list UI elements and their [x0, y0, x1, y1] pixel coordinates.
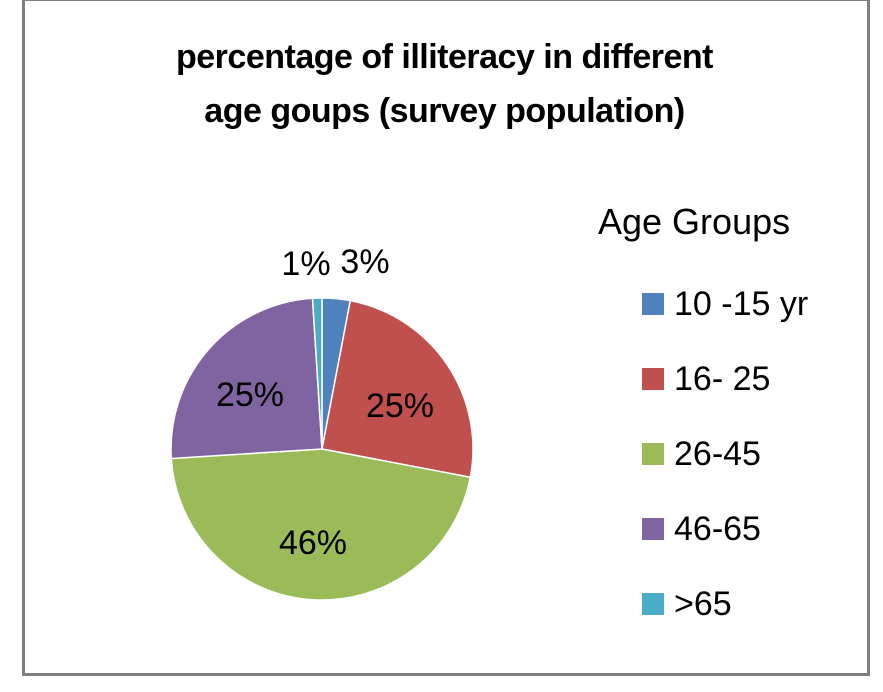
- pie-slices: [170, 297, 474, 601]
- pie-slice-2: [170, 448, 472, 601]
- legend-item-16-25: 16- 25: [642, 341, 808, 416]
- pie-slice-4: [311, 297, 323, 450]
- legend-label: >65: [674, 584, 732, 623]
- legend-swatch: [642, 517, 664, 540]
- chart-title: percentage of illiteracy in different ag…: [0, 30, 883, 138]
- legend-swatch: [642, 292, 664, 315]
- pie-slice-3: [170, 297, 323, 460]
- legend-swatch: [642, 442, 664, 465]
- legend-item-46-65: 46-65: [642, 491, 808, 566]
- pie-data-label-4: 1%: [281, 245, 330, 283]
- legend-item-over-65: >65: [642, 566, 808, 641]
- legend-swatch: [642, 367, 664, 390]
- legend-label: 16- 25: [674, 359, 771, 398]
- pie-data-label-0: 3%: [340, 243, 389, 281]
- chart-title-line-1: percentage of illiteracy in different: [176, 38, 713, 76]
- chart-title-line-2: age goups (survey population): [204, 92, 685, 130]
- chart-frame: [22, 0, 870, 676]
- legend: Age Groups 10 -15 yr 16- 25 26-45 46-65 …: [598, 196, 808, 641]
- legend-swatch: [642, 592, 664, 615]
- legend-label: 10 -15 yr: [674, 284, 809, 323]
- pie-data-label-2: 46%: [279, 524, 347, 562]
- legend-label: 26-45: [674, 434, 761, 473]
- legend-label: 46-65: [674, 509, 761, 548]
- legend-item-26-45: 26-45: [642, 416, 808, 491]
- legend-title: Age Groups: [598, 201, 791, 242]
- pie-data-label-3: 25%: [216, 376, 284, 414]
- legend-item-10-15: 10 -15 yr: [642, 266, 808, 341]
- pie-data-labels: 3% 25% 46% 25% 1%: [216, 243, 434, 562]
- pie-slice-1: [321, 299, 474, 479]
- pie-data-label-1: 25%: [366, 387, 434, 425]
